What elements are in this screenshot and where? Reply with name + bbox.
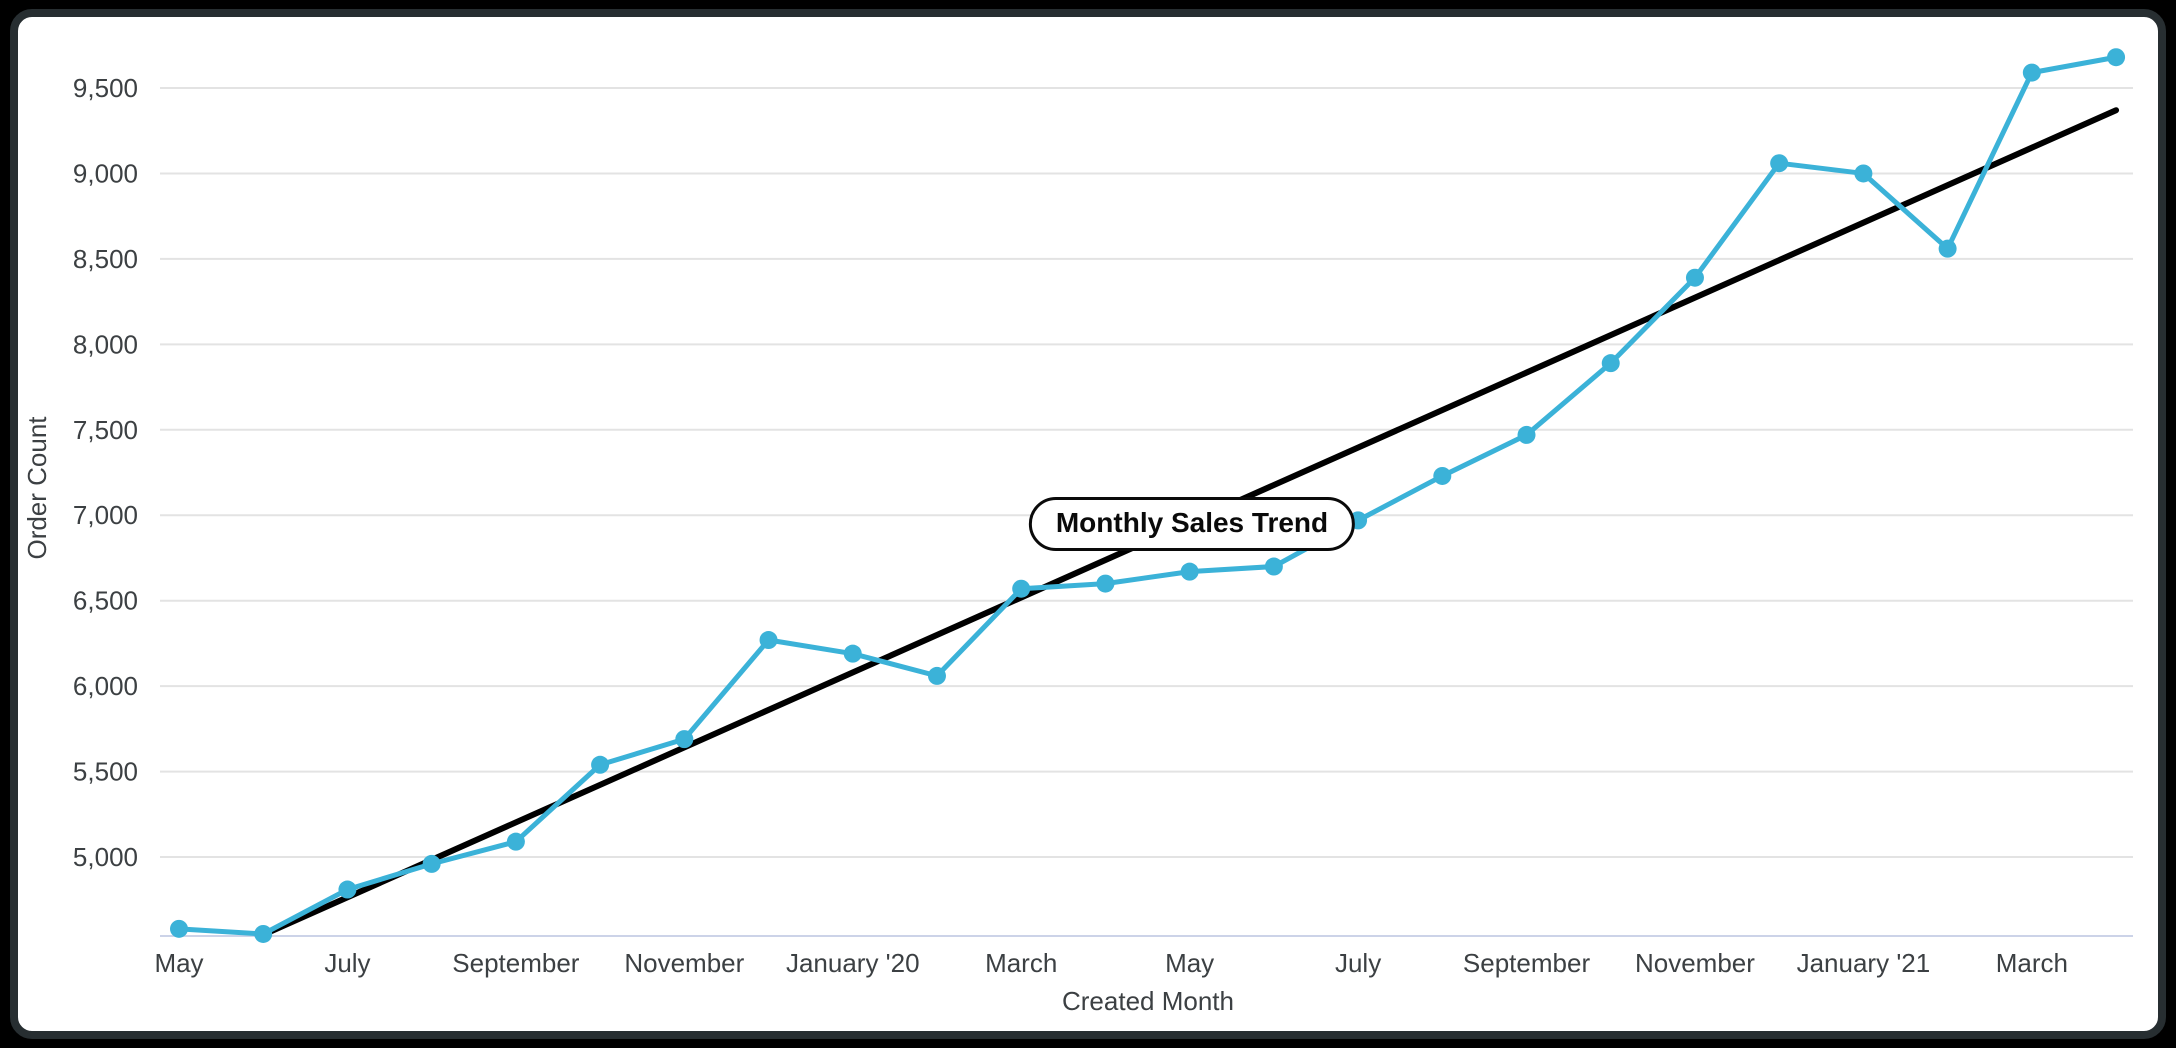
- data-point-marker[interactable]: [927, 666, 946, 685]
- data-point-marker[interactable]: [170, 919, 188, 938]
- x-tick-label: November: [624, 948, 744, 978]
- data-point-marker[interactable]: [843, 644, 862, 663]
- x-tick-label: January '20: [786, 948, 920, 978]
- y-tick-label: 8,500: [73, 244, 138, 274]
- x-tick-label: July: [324, 948, 370, 978]
- y-tick-label: 8,000: [73, 329, 138, 359]
- x-tick-label: March: [985, 948, 1057, 978]
- data-point-marker[interactable]: [1096, 574, 1115, 593]
- y-tick-label: 5,000: [73, 842, 138, 872]
- data-point-marker[interactable]: [1601, 354, 1620, 373]
- data-point-marker[interactable]: [1180, 562, 1199, 581]
- data-point-marker[interactable]: [1433, 466, 1452, 485]
- data-point-marker[interactable]: [1854, 164, 1873, 183]
- data-point-marker[interactable]: [2107, 48, 2126, 67]
- y-tick-label: 6,000: [73, 671, 138, 701]
- y-tick-label: 5,500: [73, 757, 138, 787]
- data-point-marker[interactable]: [1938, 239, 1957, 258]
- x-tick-label: January '21: [1797, 948, 1931, 978]
- data-point-marker[interactable]: [422, 854, 441, 873]
- data-point-marker[interactable]: [759, 631, 778, 650]
- x-tick-label: March: [1996, 948, 2068, 978]
- data-point-marker[interactable]: [1770, 154, 1789, 173]
- data-point-marker[interactable]: [254, 924, 273, 943]
- data-point-marker[interactable]: [338, 880, 357, 899]
- data-point-marker[interactable]: [1012, 579, 1031, 598]
- x-tick-label: September: [1463, 948, 1591, 978]
- data-point-marker[interactable]: [1264, 557, 1283, 576]
- data-point-marker[interactable]: [591, 755, 610, 774]
- y-tick-label: 9,000: [73, 158, 138, 188]
- data-point-marker[interactable]: [2022, 63, 2041, 82]
- x-tick-label: July: [1335, 948, 1381, 978]
- data-point-marker[interactable]: [675, 730, 694, 749]
- y-tick-label: 7,500: [73, 415, 138, 445]
- x-tick-label: September: [452, 948, 580, 978]
- y-axis-title: Order Count: [22, 416, 52, 560]
- x-axis-title: Created Month: [1062, 986, 1234, 1016]
- y-tick-label: 6,500: [73, 586, 138, 616]
- data-point-marker[interactable]: [1685, 268, 1704, 287]
- data-point-marker[interactable]: [506, 832, 525, 851]
- x-tick-label: May: [154, 948, 203, 978]
- x-tick-label: November: [1635, 948, 1755, 978]
- x-tick-label: May: [1165, 948, 1214, 978]
- series-label-pill[interactable]: Monthly Sales Trend: [1028, 497, 1356, 551]
- series-line[interactable]: [176, 54, 2119, 937]
- y-tick-label: 7,000: [73, 500, 138, 530]
- data-point-marker[interactable]: [1517, 425, 1536, 444]
- y-tick-label: 9,500: [73, 73, 138, 103]
